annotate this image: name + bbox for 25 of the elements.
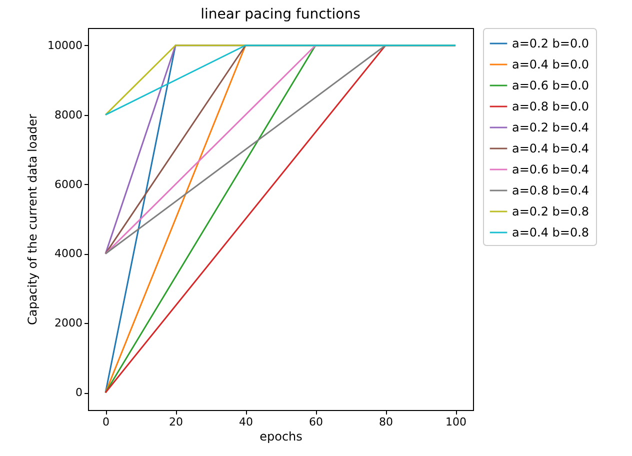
legend-label: a=0.8 b=0.4 [512, 184, 590, 198]
legend-label: a=0.2 b=0.0 [512, 36, 590, 50]
y-tick-label: 6000 [54, 178, 82, 191]
legend-label: a=0.6 b=0.4 [512, 162, 590, 176]
legend-label: a=0.2 b=0.8 [512, 204, 590, 218]
x-tick-label: 100 [446, 416, 466, 428]
x-tick-label: 40 [239, 416, 253, 428]
legend-label: a=0.6 b=0.0 [512, 78, 590, 92]
y-axis-title: Capacity of the current data loader [26, 114, 40, 326]
legend-label: a=0.4 b=0.0 [512, 58, 590, 72]
x-tick-label: 80 [379, 416, 393, 428]
y-tick-label: 2000 [54, 316, 82, 330]
legend-label: a=0.4 b=0.4 [512, 142, 590, 156]
x-tick-label: 20 [169, 416, 183, 428]
y-tick-label: 8000 [54, 108, 82, 122]
y-tick-label: 4000 [54, 247, 82, 260]
y-tick-label: 0 [76, 386, 82, 400]
legend-label: a=0.8 b=0.0 [512, 100, 590, 114]
chart-title: linear pacing functions [200, 6, 360, 22]
x-tick-label: 60 [309, 416, 323, 428]
legend-label: a=0.2 b=0.4 [512, 120, 590, 134]
legend-label: a=0.4 b=0.8 [512, 226, 590, 240]
y-tick-label: 10000 [48, 38, 82, 52]
x-axis-title: epochs [260, 430, 302, 444]
x-tick-label: 0 [102, 416, 110, 428]
